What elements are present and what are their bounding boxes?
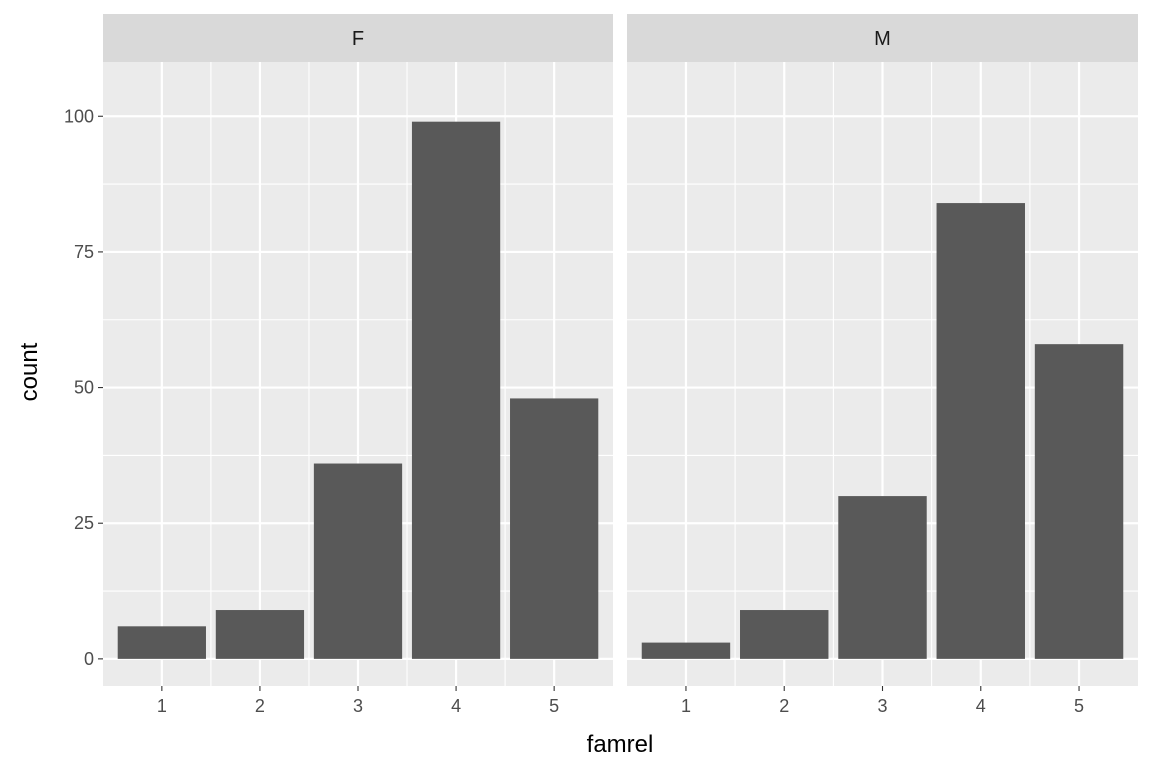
bar-f-5 — [510, 398, 599, 659]
x-tick-label: 5 — [549, 696, 559, 716]
y-tick-label: 0 — [84, 649, 94, 669]
y-tick-label: 50 — [74, 378, 94, 398]
bar-f-4 — [411, 121, 501, 659]
x-tick-label: 4 — [451, 696, 461, 716]
bar-m-1 — [641, 642, 731, 659]
x-tick-label: 2 — [779, 696, 789, 716]
bar-m-5 — [1034, 344, 1124, 659]
facet-strip-label: F — [352, 28, 364, 50]
bar-m-4 — [936, 203, 1025, 659]
x-tick-label: 1 — [681, 696, 691, 716]
x-axis-title: famrel — [587, 731, 654, 758]
y-tick-label: 100 — [64, 106, 94, 126]
facet-panel-m: M 1 2 3 4 5 — [627, 14, 1138, 716]
facet-panels: F 1 2 3 4 5 M 1 2 3 4 5 — [103, 14, 1138, 716]
facet-strip — [103, 14, 613, 62]
bar-f-1 — [117, 626, 206, 659]
x-tick-label: 4 — [976, 696, 986, 716]
y-tick-label: 75 — [74, 242, 94, 262]
bar-f-3 — [313, 463, 403, 659]
bar-m-2 — [740, 610, 829, 659]
x-tick-label: 5 — [1074, 696, 1084, 716]
bar-m-3 — [838, 496, 927, 659]
x-tick-label: 3 — [353, 696, 363, 716]
facet-panel-f: F 1 2 3 4 5 — [103, 14, 613, 716]
x-tick-label: 2 — [255, 696, 265, 716]
x-tick-label: 3 — [877, 696, 887, 716]
facet-strip-label: M — [874, 28, 891, 50]
y-axis-title: count — [16, 342, 43, 401]
x-tick-label: 1 — [157, 696, 167, 716]
bar-f-2 — [215, 610, 305, 659]
y-tick-label: 25 — [74, 513, 94, 533]
y-axis: 0 25 50 75 100 — [64, 106, 103, 669]
facet-strip — [627, 14, 1138, 62]
